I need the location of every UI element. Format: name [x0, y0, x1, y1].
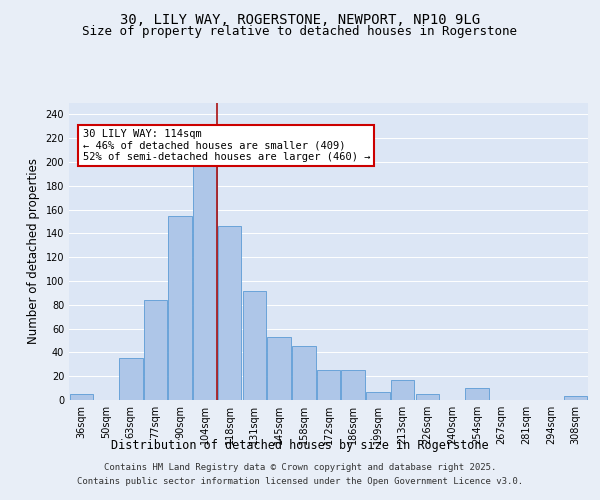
- Bar: [564, 396, 587, 400]
- Bar: [268, 337, 291, 400]
- Bar: [144, 300, 167, 400]
- Y-axis label: Number of detached properties: Number of detached properties: [27, 158, 40, 344]
- Bar: [341, 370, 365, 400]
- Bar: [193, 162, 217, 400]
- Bar: [218, 226, 241, 400]
- Text: Contains public sector information licensed under the Open Government Licence v3: Contains public sector information licen…: [77, 477, 523, 486]
- Bar: [391, 380, 415, 400]
- Bar: [292, 346, 316, 400]
- Bar: [119, 358, 143, 400]
- Bar: [169, 216, 192, 400]
- Bar: [416, 394, 439, 400]
- Bar: [70, 394, 93, 400]
- Bar: [366, 392, 389, 400]
- Text: 30, LILY WAY, ROGERSTONE, NEWPORT, NP10 9LG: 30, LILY WAY, ROGERSTONE, NEWPORT, NP10 …: [120, 12, 480, 26]
- Text: Distribution of detached houses by size in Rogerstone: Distribution of detached houses by size …: [111, 440, 489, 452]
- Text: Size of property relative to detached houses in Rogerstone: Size of property relative to detached ho…: [83, 25, 517, 38]
- Bar: [317, 370, 340, 400]
- Text: Contains HM Land Registry data © Crown copyright and database right 2025.: Contains HM Land Registry data © Crown c…: [104, 464, 496, 472]
- Bar: [242, 290, 266, 400]
- Text: 30 LILY WAY: 114sqm
← 46% of detached houses are smaller (409)
52% of semi-detac: 30 LILY WAY: 114sqm ← 46% of detached ho…: [83, 128, 370, 162]
- Bar: [465, 388, 488, 400]
